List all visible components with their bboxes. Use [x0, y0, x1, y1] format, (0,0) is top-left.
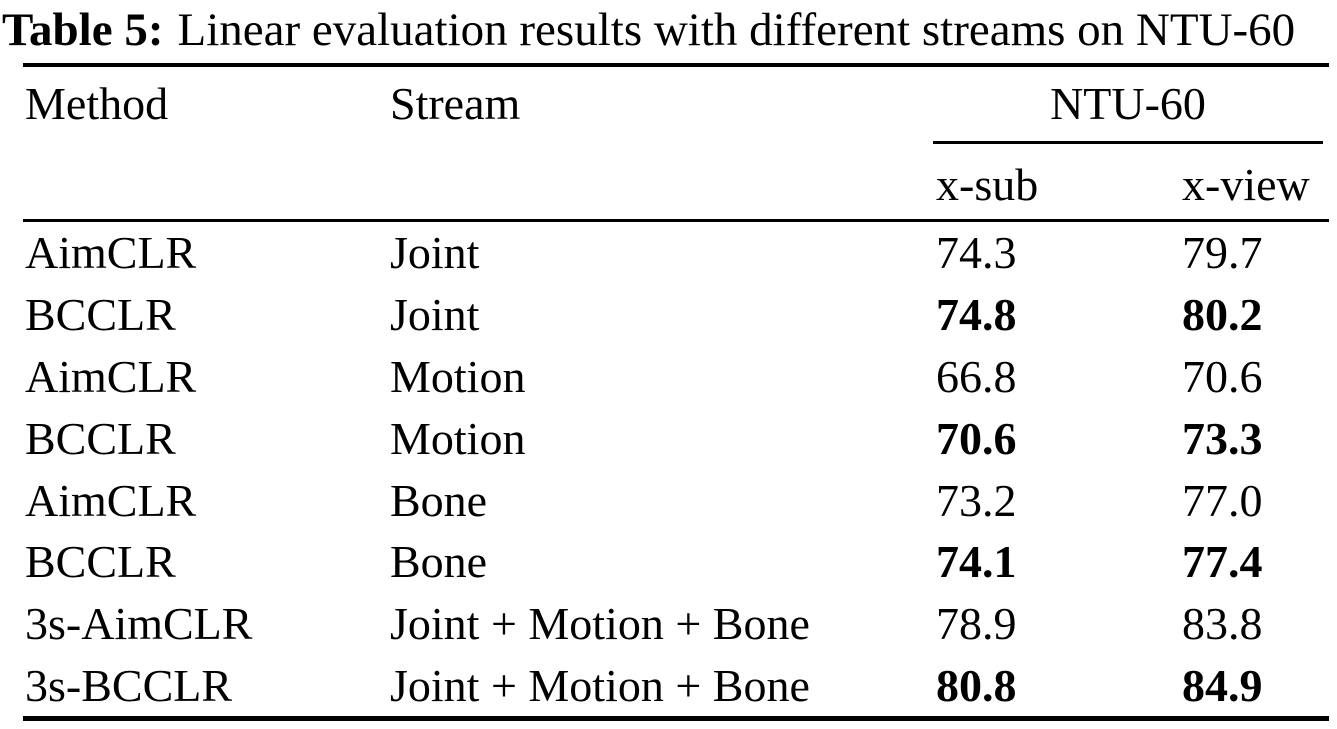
cell-xsub: 74.8 [936, 289, 1017, 341]
column-header-xsub: x-sub [936, 159, 1039, 210]
cell-method: AimCLR [25, 350, 197, 402]
cell-xsub: 70.6 [936, 412, 1017, 464]
cell-xview: 77.4 [1182, 536, 1263, 588]
cell-xview: 70.6 [1182, 350, 1263, 402]
cell-stream: Bone [390, 536, 488, 588]
table-row: BCCLR Bone 74.1 77.4 [23, 531, 1329, 593]
cell-stream: Motion [390, 412, 526, 464]
cell-method: BCCLR [25, 536, 176, 588]
cell-xview: 84.9 [1182, 659, 1263, 711]
table-caption: Table 5: Linear evaluation results with d… [2, 2, 1337, 58]
table-row: AimCLR Joint 74.3 79.7 [23, 222, 1329, 284]
column-header-stream: Stream [390, 78, 521, 129]
table-header: Method Stream NTU-60 x-sub x-view [23, 67, 1329, 222]
table-row: AimCLR Bone 73.2 77.0 [23, 469, 1329, 531]
cell-method: 3s-AimCLR [25, 598, 253, 650]
cell-method: AimCLR [25, 227, 197, 279]
table-row: BCCLR Motion 70.6 73.3 [23, 407, 1329, 469]
cell-method: BCCLR [25, 412, 176, 464]
table-bottom-rule [23, 716, 1329, 722]
table-row: 3s-AimCLR Joint + Motion + Bone 78.9 83.… [23, 593, 1329, 655]
table-caption-label: Table 5: [2, 4, 164, 56]
cell-stream: Motion [390, 350, 526, 402]
cell-xview: 83.8 [1182, 598, 1263, 650]
cell-stream: Joint [390, 289, 480, 341]
cell-stream: Bone [390, 474, 488, 526]
table-caption-text: Linear evaluation results with different… [177, 4, 1296, 56]
group-header-underline-rule [933, 141, 1323, 144]
results-table: Method Stream NTU-60 x-sub x-view AimCLR… [23, 63, 1329, 722]
cell-xsub: 78.9 [936, 598, 1017, 650]
cell-xview: 79.7 [1182, 227, 1263, 279]
cell-xsub: 74.1 [936, 536, 1017, 588]
table-row: 3s-BCCLR Joint + Motion + Bone 80.8 84.9 [23, 655, 1329, 717]
cell-xview: 77.0 [1182, 474, 1263, 526]
column-header-method: Method [25, 78, 169, 129]
cell-xsub: 66.8 [936, 350, 1017, 402]
column-header-xview: x-view [1182, 159, 1310, 210]
cell-xsub: 74.3 [936, 227, 1017, 279]
table-row: AimCLR Motion 66.8 70.6 [23, 346, 1329, 408]
column-group-header-ntu60: NTU-60 [1050, 78, 1206, 129]
cell-stream: Joint + Motion + Bone [390, 598, 810, 650]
table-top-rule [23, 63, 1329, 67]
cell-stream: Joint [390, 227, 480, 279]
table-body: AimCLR Joint 74.3 79.7 BCCLR Joint 74.8 … [23, 222, 1329, 716]
cell-method: BCCLR [25, 289, 176, 341]
cell-xsub: 80.8 [936, 659, 1017, 711]
cell-xview: 80.2 [1182, 289, 1263, 341]
cell-stream: Joint + Motion + Bone [390, 659, 810, 711]
cell-method: AimCLR [25, 474, 197, 526]
cell-xview: 73.3 [1182, 412, 1263, 464]
cell-xsub: 73.2 [936, 474, 1017, 526]
table-row: BCCLR Joint 74.8 80.2 [23, 284, 1329, 346]
cell-method: 3s-BCCLR [25, 659, 233, 711]
